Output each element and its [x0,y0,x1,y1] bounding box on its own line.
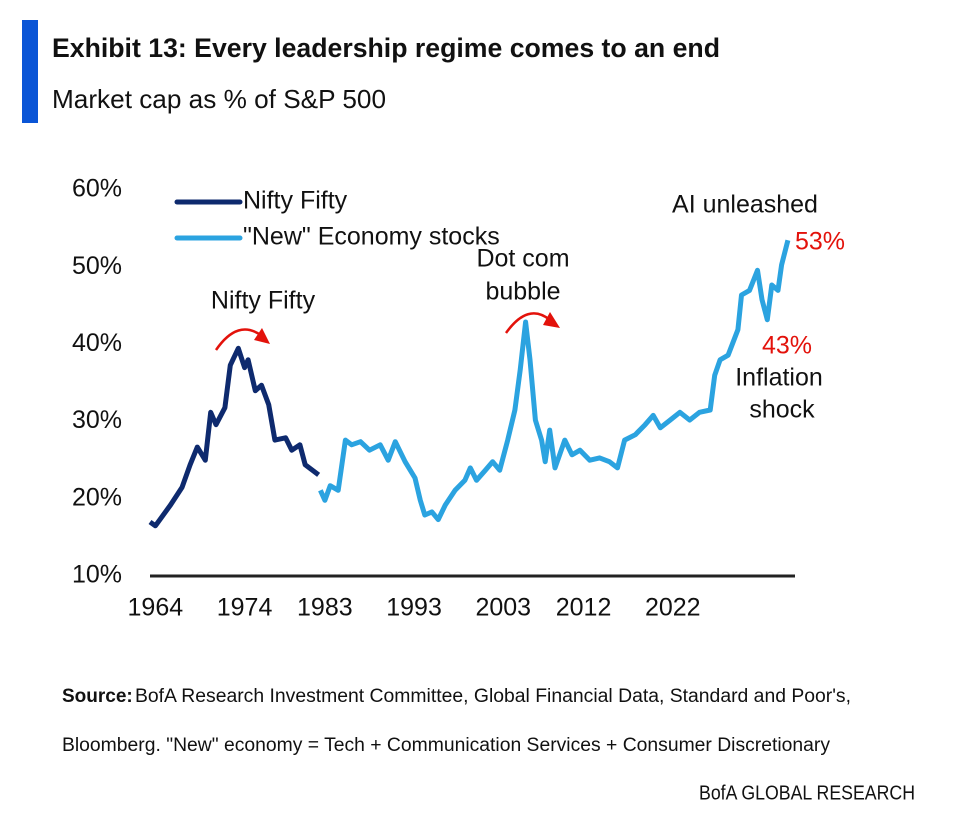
legend-label: "New" Economy stocks [243,223,500,251]
x-tick-label: 1964 [128,594,184,622]
arrow-arc [504,312,551,334]
x-tick-label: 1993 [386,594,442,622]
x-tick-label: 1974 [217,594,273,622]
annotation: shock [749,396,815,424]
accent-bar [22,20,38,123]
y-tick-label: 40% [72,329,122,357]
annotation: Dot com [476,245,569,273]
y-tick-label: 30% [72,406,122,434]
arrow-head [543,312,560,328]
annotation: AI unleashed [672,191,818,219]
source-text: Bloomberg. "New" economy = Tech + Commun… [62,735,831,756]
x-tick-label: 2012 [556,594,612,622]
arrow-head [254,328,270,344]
series-line [318,239,791,523]
y-tick-label: 50% [72,252,122,280]
source-label: Source: [62,686,133,707]
x-tick-label: 2022 [645,594,701,622]
x-tick-label: 2003 [475,594,531,622]
y-tick-label: 60% [72,175,122,203]
arrow-arc [214,328,263,351]
annotation: Inflation [735,364,823,392]
annotation: 53% [795,228,845,256]
legend-label: Nifty Fifty [243,187,348,215]
y-tick-label: 10% [72,561,122,589]
x-tick-label: 1983 [297,594,353,622]
series-line [148,345,321,529]
chart-subtitle: Market cap as % of S&P 500 [52,84,386,114]
annotation: Nifty Fifty [211,287,316,315]
source-text: BofA Research Investment Committee, Glob… [135,686,851,707]
y-tick-label: 20% [72,483,122,511]
annotation: bubble [485,278,560,306]
branding: BofA GLOBAL RESEARCH [699,782,915,804]
chart-title: Exhibit 13: Every leadership regime come… [52,33,720,63]
annotation: 43% [762,332,812,360]
